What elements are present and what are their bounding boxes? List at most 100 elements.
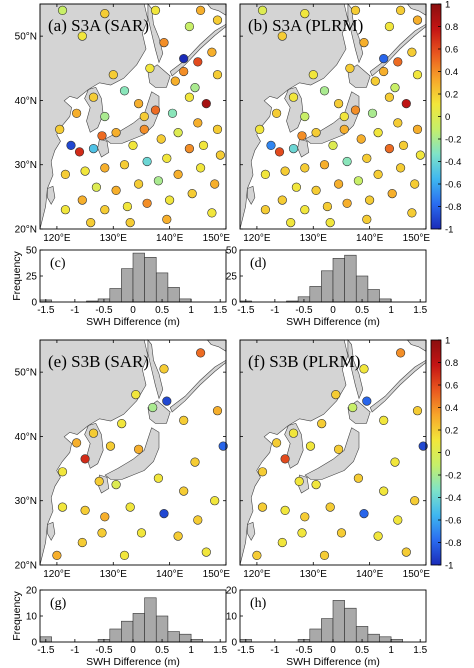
landmass-sakhalin (347, 339, 364, 400)
landmass-mainland (39, 339, 149, 566)
data-point (277, 537, 287, 548)
data-point (415, 150, 426, 160)
histogram-bar (156, 615, 169, 643)
x-tick-label: 0 (130, 645, 136, 656)
data-point (300, 163, 310, 173)
data-point (210, 496, 220, 506)
data-point (407, 47, 417, 57)
data-point (100, 111, 110, 122)
data-point (153, 473, 163, 483)
panel-label: (c) (50, 256, 66, 271)
data-point (145, 63, 155, 73)
data-point (128, 140, 138, 150)
data-point (401, 98, 411, 109)
data-point (367, 108, 378, 118)
map-panel-b: (b) S3A (PLRM) 120°E 130°E 140°E 150°E (239, 3, 430, 244)
data-point (179, 53, 189, 64)
histogram-bar (132, 613, 145, 643)
data-point (80, 166, 90, 176)
data-point (100, 163, 110, 173)
data-point (173, 169, 183, 179)
landmass-mainland (239, 339, 349, 566)
data-point (398, 140, 409, 150)
map-panel-f: (f) S3B (PLRM) 120°E 130°E 140°E 150°E (239, 339, 430, 580)
data-point (412, 124, 423, 134)
data-point (190, 457, 200, 467)
data-point (339, 124, 349, 134)
data-point (393, 515, 403, 525)
data-point (80, 505, 90, 516)
x-axis-label: SWH Difference (m) (286, 656, 380, 668)
colorbar-tick-label: 0 (445, 448, 450, 459)
data-point (407, 208, 417, 218)
panel-title: (b) S3A (PLRM) (248, 16, 363, 35)
data-point (336, 528, 347, 538)
data-point (57, 5, 68, 15)
data-point (184, 144, 194, 154)
y-tick-label: 0 (31, 298, 37, 309)
data-point (288, 92, 299, 102)
data-point (362, 396, 372, 406)
data-point (291, 182, 302, 192)
data-point (257, 502, 268, 512)
hist-panel-g: (g) -1.5 -1 -0.5 0 0.5 1 1.5 0 10 20 SWH Difference… (11, 586, 228, 668)
data-point (362, 153, 372, 163)
data-point (179, 486, 189, 496)
data-point (396, 163, 406, 173)
data-point (134, 444, 144, 454)
x-tick-label: 140°E (156, 233, 184, 244)
data-point (196, 163, 206, 173)
data-point (207, 47, 217, 57)
x-tick-label: 1.5 (213, 645, 227, 656)
x-tick-label: -1 (270, 305, 279, 316)
colorbar-tick-label: 0.4 (445, 67, 458, 78)
data-point (122, 201, 132, 212)
landmass-taiwan (247, 185, 256, 205)
x-tick-label: 1.5 (413, 645, 427, 656)
colorbar-tick-label: -0.4 (445, 493, 461, 504)
data-point (153, 176, 163, 186)
data-point (410, 179, 420, 189)
histogram-bar (109, 288, 122, 303)
data-point (77, 195, 87, 205)
histogram-bar (167, 631, 180, 643)
data-point (311, 480, 321, 490)
landmass-taiwan (47, 185, 56, 205)
data-point (334, 179, 344, 189)
histogram-bar (121, 620, 134, 643)
data-point (294, 476, 304, 487)
histogram-bar (321, 270, 334, 303)
data-point (193, 515, 203, 525)
data-point (77, 31, 87, 41)
colorbar-bottom: -1 -0.8 -0.6 -0.4 -0.2 0 0.2 0.4 0.6 0.8 1 (430, 336, 461, 572)
data-point (162, 396, 172, 406)
data-point (212, 124, 223, 134)
data-point (288, 428, 299, 438)
data-point (117, 419, 127, 429)
data-point (111, 480, 121, 490)
data-point (201, 547, 211, 557)
y-tick-label: 30°N (15, 496, 37, 507)
data-point (331, 390, 341, 400)
data-point (342, 156, 352, 167)
data-point (345, 63, 355, 73)
colorbar-tick-label: 0.2 (445, 90, 458, 101)
x-tick-label: -1.5 (37, 305, 55, 316)
panel-title: (a) S3A (SAR) (48, 16, 149, 35)
data-point (334, 444, 344, 454)
data-point (162, 214, 172, 224)
colorbar-tick-label: -1 (445, 561, 453, 572)
data-point (125, 502, 135, 512)
data-point (379, 53, 389, 64)
data-point (134, 179, 144, 189)
map-panel-a: (a) S3A (SAR) 120°E 130°E 140°E 150°E 20°N 30°… (15, 3, 230, 244)
land (239, 3, 427, 230)
x-tick-label: 150°E (203, 569, 231, 580)
x-tick-label: -0.5 (95, 305, 113, 316)
data-point (255, 124, 265, 134)
data-point (412, 406, 423, 416)
landmass-kyushu (97, 138, 110, 158)
data-point (353, 176, 364, 186)
y-tick-label: 20 (226, 586, 238, 597)
x-tick-label: 120°E (43, 233, 71, 244)
